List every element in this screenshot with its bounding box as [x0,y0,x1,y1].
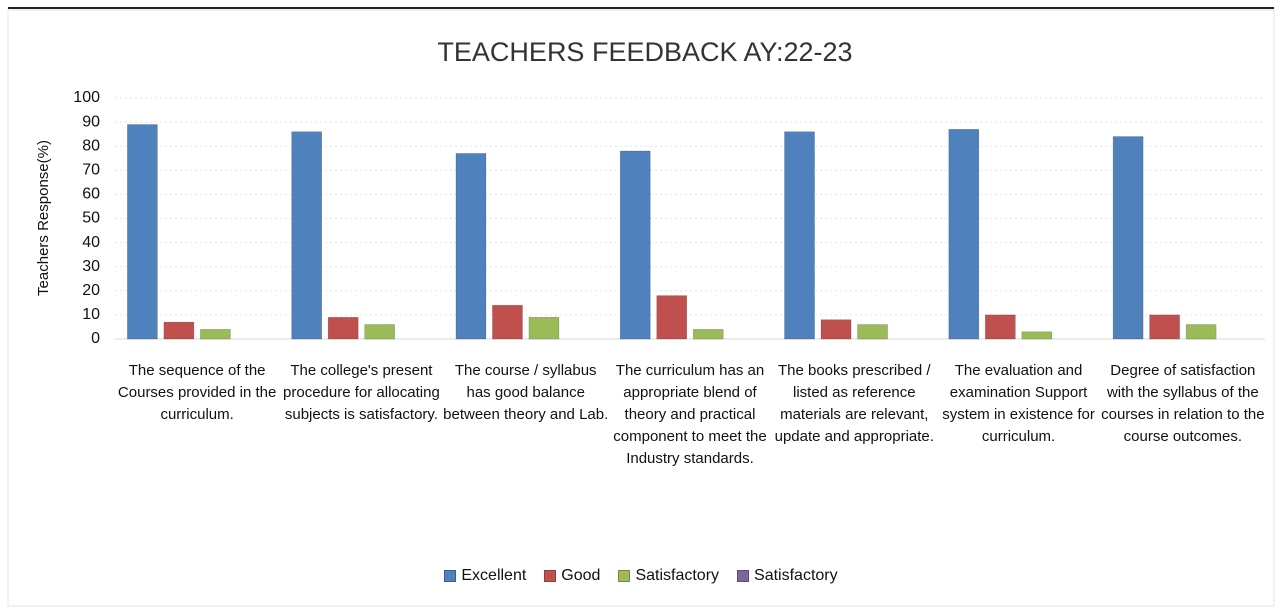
bar [857,324,888,340]
legend-label: Good [561,567,601,584]
bar [163,321,195,340]
y-tick-label: 80 [82,137,100,154]
bar [692,329,724,340]
bar [327,317,359,340]
y-tick-label: 50 [82,210,100,227]
y-tick-label: 70 [82,162,100,179]
x-tick-label: The books prescribed / listed as referen… [774,362,934,445]
legend-item: Satisfactory [737,567,838,585]
y-tick-label: 90 [82,113,100,130]
legend-swatch [737,570,750,582]
x-tick-label: The curriculum has an appropriate blend … [613,362,767,467]
y-tick-label: 60 [82,186,100,203]
bar [291,131,322,340]
legend-label: Satisfactory [635,567,720,584]
bar [1021,331,1053,340]
legend-item: Satisfactory [618,567,719,585]
bar [784,131,815,340]
legend: Excellent Good Satisfactory Satisfactory [0,567,1282,585]
y-axis-title: Teachers Response(%) [35,140,52,296]
y-tick-label: 20 [82,282,100,299]
bar [619,150,651,340]
bar [1112,136,1144,340]
bar [820,319,852,340]
y-tick-label: 30 [82,258,100,275]
x-tick-label: The college's present procedure for allo… [283,362,440,423]
x-tick-label: The evaluation and examination Support s… [942,362,1095,445]
bar [200,329,231,340]
bar [492,304,523,340]
legend-label: Satisfactory [754,567,838,584]
legend-swatch [618,570,631,582]
legend-item: Good [544,567,600,585]
bar [656,295,688,340]
chart-frame [7,9,1275,607]
bar [127,124,158,340]
legend-swatch [444,570,457,582]
bar [1185,324,1217,340]
bar [1149,314,1180,340]
y-tick-label: 0 [91,330,100,347]
y-tick-label: 40 [82,234,100,251]
legend-swatch [544,570,557,582]
chart-title: TEACHERS FEEDBACK AY:22-23 [437,37,852,67]
legend-item: Excellent [444,567,526,585]
y-tick-label: 10 [82,306,100,323]
bar [528,317,560,340]
legend-label: Excellent [461,567,527,584]
bar [364,324,395,340]
y-tick-label: 100 [73,89,100,106]
x-tick-label: Degree of satisfaction with the syllabus… [1101,362,1265,445]
bar [455,153,487,340]
bar [985,314,1016,340]
bar [948,129,980,340]
x-tick-label: The course / syllabus has good balance b… [443,362,609,423]
x-tick-label: The sequence of the Courses provided in … [117,362,277,423]
